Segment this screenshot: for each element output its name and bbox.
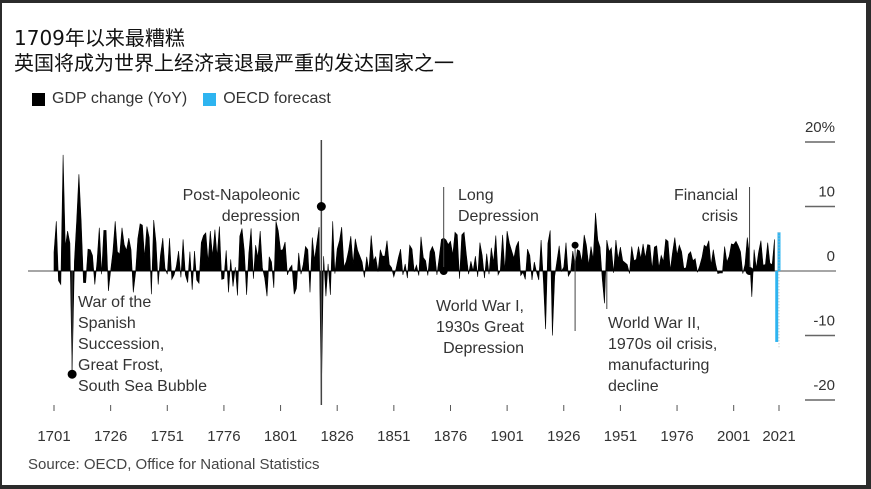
legend-item-gdp: GDP change (YoY) bbox=[32, 90, 187, 108]
legend-item-forecast: OECD forecast bbox=[203, 90, 331, 108]
annotation-dot-spanish bbox=[67, 369, 77, 379]
forecast-bar-2020 bbox=[775, 271, 779, 342]
legend: GDP change (YoY) OECD forecast bbox=[32, 90, 347, 108]
y-tick-label: -10 bbox=[813, 313, 835, 330]
annotation-spanish-succession: War of the Spanish Succession, Great Frost,… bbox=[78, 294, 207, 395]
x-tick-label: 1926 bbox=[547, 428, 580, 445]
x-tick-label: 2021 bbox=[762, 428, 795, 445]
x-tick-label: 1976 bbox=[660, 428, 693, 445]
annotation-dot-financial bbox=[745, 267, 754, 275]
x-tick-label: 1851 bbox=[377, 428, 410, 445]
x-tick-label: 1726 bbox=[94, 428, 127, 445]
legend-label-forecast: OECD forecast bbox=[223, 90, 331, 107]
y-tick-label: 20% bbox=[805, 119, 835, 136]
annotation-long-depression: Long Depression bbox=[458, 187, 539, 225]
chart-subtitle: 英国将成为世界上经济衰退最严重的发达国家之一 bbox=[14, 51, 454, 75]
annotation-financial-crisis: Financial crisis bbox=[674, 187, 738, 225]
legend-swatch-forecast bbox=[203, 92, 217, 106]
x-tick-label: 1751 bbox=[151, 428, 184, 445]
x-tick-label: 1901 bbox=[490, 428, 523, 445]
legend-label-gdp: GDP change (YoY) bbox=[52, 90, 188, 107]
annotation-post-napoleonic: Post-Napoleonic depression bbox=[183, 187, 300, 225]
annotation-dot-long-depression bbox=[439, 267, 448, 275]
y-tick-label: 0 bbox=[827, 248, 835, 265]
y-tick-label: 10 bbox=[818, 184, 835, 201]
forecast-bar-2021 bbox=[777, 232, 781, 271]
chart-title: 1709年以来最糟糕 bbox=[14, 26, 185, 50]
annotation-dot-napoleonic bbox=[316, 202, 326, 211]
annotation-wwi-great-depression: World War I, 1930s Great Depression bbox=[436, 298, 525, 357]
x-tick-label: 1801 bbox=[264, 428, 297, 445]
x-tick-label: 1951 bbox=[604, 428, 637, 445]
legend-swatch-gdp bbox=[32, 92, 45, 106]
annotation-wwii-oil-crisis: World War II, 1970s oil crisis, manufactur… bbox=[608, 315, 717, 395]
x-tick-label: 1701 bbox=[37, 428, 70, 445]
x-tick-label: 2001 bbox=[717, 428, 750, 445]
x-tick-label: 1876 bbox=[434, 428, 467, 445]
x-tick-label: 1776 bbox=[207, 428, 240, 445]
y-tick-label: -20 bbox=[813, 377, 835, 394]
gdp-area-series bbox=[53, 154, 775, 401]
annotation-dot-wwi bbox=[571, 241, 579, 249]
source-note: Source: OECD, Office for National Statis… bbox=[28, 456, 320, 473]
x-tick-label: 1826 bbox=[321, 428, 354, 445]
